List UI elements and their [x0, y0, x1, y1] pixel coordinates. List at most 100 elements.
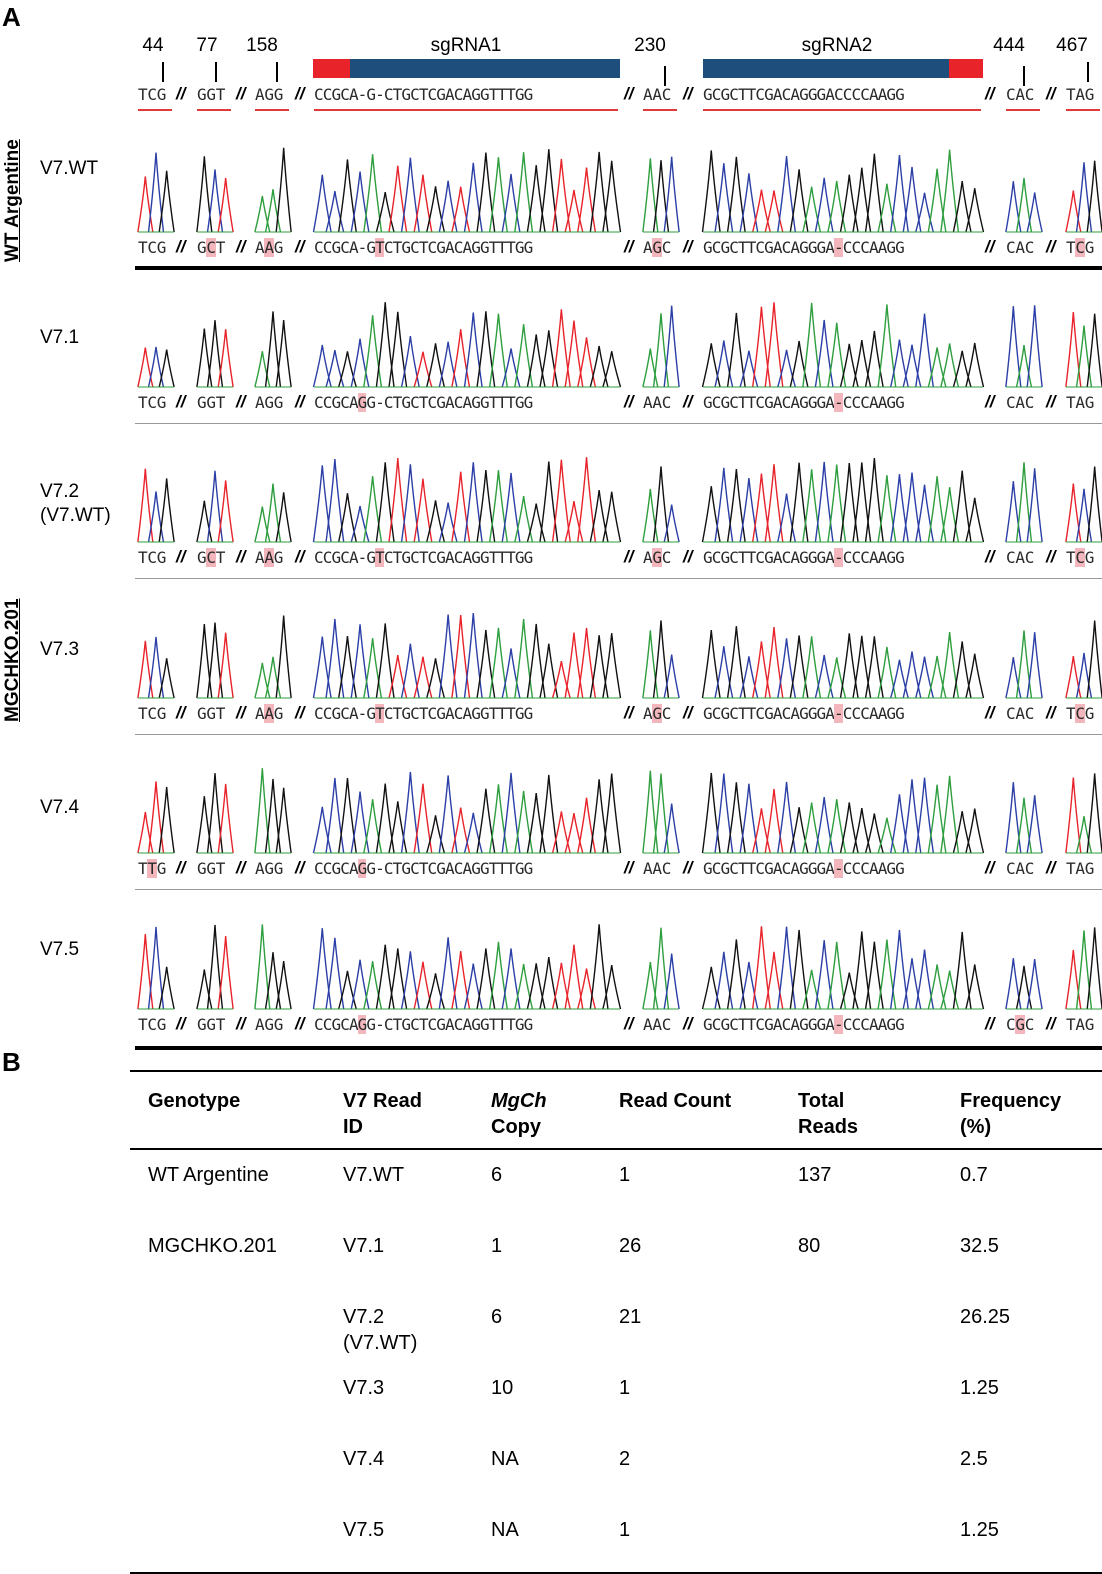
trace-peak [764, 302, 784, 388]
trace-peak [363, 476, 383, 543]
chromatogram-trace [137, 457, 1102, 543]
trace-peak [217, 632, 234, 699]
trace-peak [1086, 620, 1102, 699]
sgrna1-bar [350, 59, 620, 78]
group-label-wt: WT Argentine [2, 139, 23, 262]
trace-peak [217, 329, 234, 388]
read-4-segment-5: AGC [643, 704, 672, 723]
header-total-reads: Total Reads [780, 1070, 942, 1150]
trace-peak [400, 157, 420, 233]
panel-a-label: A [2, 2, 21, 32]
trace-peak [1075, 488, 1093, 543]
sgrna1-label: sgRNA1 [430, 35, 502, 56]
cell-total: 137 [798, 1164, 832, 1186]
trace-peak [501, 948, 521, 1010]
trace-peak [400, 643, 420, 699]
reference-separator: // [295, 84, 305, 103]
trace-peak [1005, 306, 1022, 388]
trace-peak [463, 162, 483, 233]
trace-peak [589, 345, 609, 388]
trace-peak [902, 651, 922, 699]
trace-peak [158, 786, 175, 854]
trace-peak [137, 640, 154, 699]
trace-peak [814, 319, 834, 388]
chromatogram-trace [137, 613, 1102, 699]
trace-peak [196, 328, 213, 388]
trace-peak [325, 937, 345, 1010]
trace-peak [814, 177, 834, 233]
cell-id: V7.2 (V7.WT) [343, 1306, 418, 1354]
trace-peak [827, 941, 847, 1010]
header-read-id: V7 Read ID [325, 1070, 473, 1150]
trace-peak [1065, 483, 1082, 543]
read-5-separator: // [1046, 858, 1056, 877]
read-5-segment-4: CCGCAGG-CTGCTCGACAGGTTTGG [314, 859, 533, 878]
read-3-segment-1: TCG [138, 548, 167, 567]
trace-peak [551, 459, 571, 543]
trace-peak [701, 150, 721, 233]
read-6-segment-2: GGT [197, 1015, 226, 1034]
trace-peak [375, 783, 395, 854]
trace-peak [839, 463, 859, 543]
trace-peak [413, 351, 433, 388]
trace-peak [714, 951, 734, 1010]
reference-underline [643, 109, 677, 111]
read-3-segment-3: AAG [255, 548, 284, 567]
trace-peak [501, 772, 521, 854]
trace-peak [325, 349, 345, 388]
trace-peak [952, 350, 972, 388]
trace-peak [501, 173, 521, 233]
trace-peak [927, 476, 947, 543]
trace-peak [526, 963, 546, 1010]
trace-peak [952, 181, 972, 233]
read-4-separator: // [176, 703, 186, 722]
trace-peak [589, 924, 609, 1010]
reference-underline [138, 109, 172, 111]
read-3-separator: // [176, 547, 186, 566]
reference-underline [703, 109, 981, 111]
trace-peak [1086, 160, 1102, 233]
trace-peak [1026, 305, 1043, 388]
trace-peak [814, 461, 834, 543]
read-5-separator: // [295, 858, 305, 877]
cell-copy: 10 [491, 1377, 514, 1399]
read-2-separator: // [1046, 392, 1056, 411]
read-3-segment-4: CCGCA-GTCTGCTCGACAGGTTTGG [314, 548, 533, 567]
trace-peak [852, 808, 872, 854]
trace-peak [652, 773, 670, 854]
chromatogram-trace [137, 768, 1102, 854]
trace-peak [589, 489, 609, 543]
chromatogram-trace [137, 302, 1102, 388]
trace-peak [839, 174, 859, 233]
trace-peak [1026, 192, 1043, 233]
trace-peak [451, 471, 471, 543]
trace-peak [642, 770, 659, 854]
trace-peak [751, 306, 771, 388]
read-5-segment-1: TTG [138, 859, 167, 878]
trace-peak [350, 171, 370, 233]
trace-peak [864, 813, 884, 854]
trace-peak [602, 773, 622, 854]
cell-genotype [130, 1505, 325, 1574]
trace-peak [652, 160, 670, 233]
read-label: V7.3 [40, 639, 80, 660]
reference-underline [197, 109, 231, 111]
trace-peak [1065, 655, 1082, 699]
trace-peak [642, 488, 659, 543]
trace-peak [902, 958, 922, 1010]
trace-peak [206, 470, 224, 543]
trace-peak [337, 351, 357, 388]
trace-peak [400, 335, 420, 388]
trace-peak [764, 626, 784, 699]
trace-peak [337, 159, 357, 233]
read-2-separator: // [624, 392, 634, 411]
read-5-segment-8: TAG [1066, 859, 1095, 878]
trace-peak [864, 153, 884, 233]
trace-peak [577, 337, 597, 388]
trace-peak [158, 170, 175, 233]
trace-peak [927, 964, 947, 1010]
trace-peak [577, 797, 597, 854]
trace-peak [1026, 632, 1043, 699]
trace-peak [463, 312, 483, 388]
trace-peak [476, 629, 496, 699]
